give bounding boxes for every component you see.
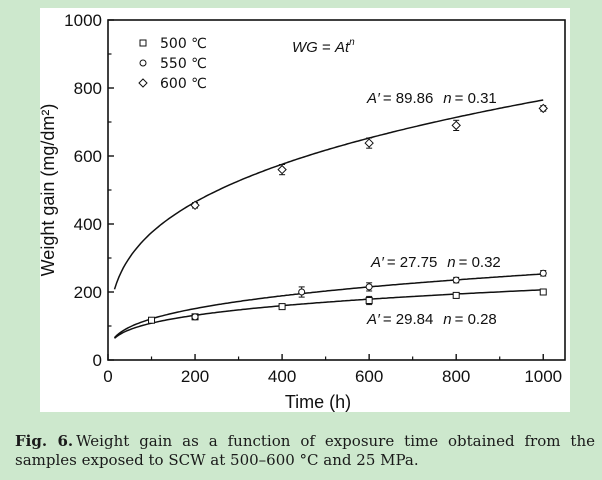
figure-caption: Fig. 6. Weight gain as a function of expo… bbox=[15, 432, 595, 470]
y-tick-label: 1000 bbox=[64, 11, 102, 30]
data-point-circle bbox=[452, 276, 460, 284]
fit-600-n-label: n bbox=[443, 90, 451, 107]
caption-label: Fig. 6. bbox=[15, 432, 74, 450]
x-axis-title: Time (h) bbox=[285, 392, 351, 412]
y-tick-label: 200 bbox=[74, 283, 102, 302]
fit-600-a-value: = 89.86 bbox=[383, 90, 433, 107]
data-point-diamond bbox=[190, 200, 200, 211]
y-tick-label: 400 bbox=[74, 215, 102, 234]
legend-entry-label: 550 ℃ bbox=[160, 56, 207, 72]
fit-500-a-value: = 29.84 bbox=[383, 311, 433, 328]
fit-550-a-value: = 27.75 bbox=[387, 254, 437, 271]
x-tick-label: 400 bbox=[268, 367, 296, 386]
y-tick-label: 800 bbox=[74, 79, 102, 98]
data-point-circle bbox=[539, 269, 547, 277]
data-point-square bbox=[452, 291, 460, 299]
fit-curve bbox=[113, 99, 544, 290]
equation-lhs: WG bbox=[292, 39, 318, 56]
weight-gain-chart: 0 200 400 600 800 1000 0 200 400 600 800 1000 Time … bbox=[40, 11, 566, 412]
power-law-equation: WG = Atn bbox=[292, 37, 355, 56]
fit-curve bbox=[114, 289, 544, 339]
equation-equals: = bbox=[318, 39, 335, 56]
x-tick-label: 600 bbox=[355, 367, 383, 386]
axis-ticks: 0 200 400 600 800 1000 0 200 400 600 800 1000 bbox=[64, 11, 562, 386]
data-points bbox=[148, 103, 548, 324]
legend-marker-square bbox=[139, 39, 147, 47]
fit-label-600: A′ = 89.86 n = 0.31 bbox=[366, 90, 497, 107]
x-tick-label: 1000 bbox=[524, 367, 562, 386]
data-point-square bbox=[539, 288, 547, 296]
fit-600-a-label: A′ bbox=[366, 90, 381, 107]
equation-a: A bbox=[334, 39, 345, 56]
fit-600-n-value: = 0.31 bbox=[455, 90, 497, 107]
fit-500-a-label: A′ bbox=[366, 311, 381, 328]
data-point-diamond bbox=[277, 164, 287, 175]
data-point-square bbox=[278, 303, 286, 311]
data-point-diamond bbox=[364, 138, 374, 148]
x-tick-label: 200 bbox=[181, 367, 209, 386]
legend-entry-label: 600 ℃ bbox=[160, 76, 207, 92]
data-point-square bbox=[148, 316, 156, 324]
data-point-square bbox=[365, 297, 373, 304]
data-point-diamond bbox=[538, 103, 548, 114]
data-point-diamond bbox=[451, 120, 461, 131]
data-point-circle bbox=[298, 288, 306, 296]
fit-curves bbox=[113, 99, 544, 339]
y-tick-label: 0 bbox=[93, 351, 102, 370]
fit-500-n-label: n bbox=[443, 311, 451, 328]
figure-panel: 0 200 400 600 800 1000 0 200 400 600 800 1000 Time … bbox=[40, 8, 570, 412]
y-tick-label: 600 bbox=[74, 147, 102, 166]
x-tick-label: 800 bbox=[442, 367, 470, 386]
fit-label-500: A′ = 29.84 n = 0.28 bbox=[366, 311, 497, 328]
legend: 500 ℃ 550 ℃ 600 ℃ bbox=[138, 36, 207, 92]
y-axis-title: Weight gain (mg/dm²) bbox=[40, 104, 58, 277]
fit-550-n-label: n bbox=[447, 254, 455, 271]
equation-n: n bbox=[349, 37, 355, 48]
data-point-circle bbox=[191, 313, 199, 321]
fit-curve bbox=[113, 273, 544, 339]
legend-marker-circle bbox=[139, 59, 147, 67]
fit-550-a-label: A′ bbox=[370, 254, 385, 271]
fit-500-n-value: = 0.28 bbox=[455, 311, 497, 328]
x-tick-label: 0 bbox=[103, 367, 112, 386]
data-point-circle bbox=[365, 283, 373, 291]
legend-marker-diamond bbox=[138, 78, 148, 88]
equation-t: t bbox=[345, 39, 350, 56]
caption-text: Weight gain as a function of exposure ti… bbox=[15, 432, 595, 469]
fit-550-n-value: = 0.32 bbox=[459, 254, 501, 271]
fit-label-550: A′ = 27.75 n = 0.32 bbox=[370, 254, 501, 271]
legend-entry-label: 500 ℃ bbox=[160, 36, 207, 52]
